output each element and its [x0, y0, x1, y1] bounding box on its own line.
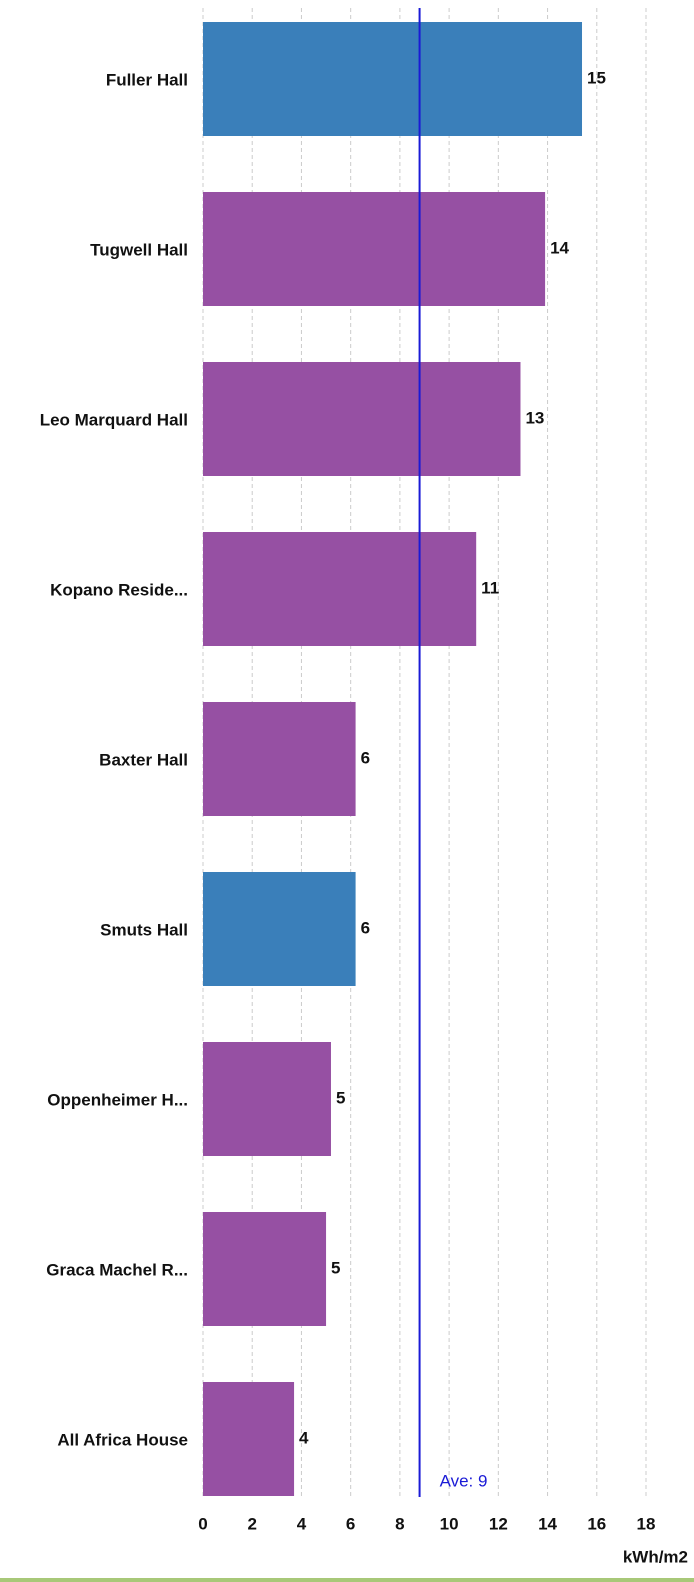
x-tick-label: 6	[346, 1514, 355, 1533]
bar	[203, 22, 583, 136]
bar	[203, 702, 356, 816]
x-tick-label: 12	[489, 1514, 508, 1533]
bar	[203, 1212, 327, 1326]
bar	[203, 192, 546, 306]
category-label: Tugwell Hall	[90, 240, 188, 259]
x-tick-label: 16	[587, 1514, 606, 1533]
bottom-border	[0, 1578, 694, 1582]
x-tick-label: 4	[297, 1514, 307, 1533]
category-label: All Africa House	[57, 1430, 188, 1449]
value-label: 5	[331, 1258, 340, 1277]
x-tick-label: 10	[440, 1514, 459, 1533]
category-label: Smuts Hall	[100, 920, 188, 939]
average-label: Ave: 9	[440, 1471, 488, 1490]
category-label: Kopano Reside...	[50, 580, 188, 599]
value-label: 5	[336, 1088, 345, 1107]
bar	[203, 1042, 331, 1156]
category-label: Fuller Hall	[106, 70, 188, 89]
x-tick-label: 0	[198, 1514, 207, 1533]
category-label: Graca Machel R...	[46, 1260, 188, 1279]
x-tick-label: 2	[247, 1514, 256, 1533]
x-axis-label: kWh/m2	[623, 1547, 688, 1566]
x-tick-label: 8	[395, 1514, 404, 1533]
value-label: 4	[299, 1428, 309, 1447]
bar	[203, 532, 477, 646]
value-label: 13	[525, 408, 544, 427]
category-label: Baxter Hall	[99, 750, 188, 769]
x-tick-label: 14	[538, 1514, 557, 1533]
value-label: 15	[587, 68, 606, 87]
x-tick-label: 18	[637, 1514, 656, 1533]
bar	[203, 362, 521, 476]
value-label: 11	[481, 578, 499, 597]
value-label: 6	[361, 748, 370, 767]
value-label: 14	[550, 238, 569, 257]
bar	[203, 1382, 295, 1496]
value-label: 6	[361, 918, 370, 937]
category-label: Oppenheimer H...	[47, 1090, 188, 1109]
category-label: Leo Marquard Hall	[40, 410, 188, 429]
bar	[203, 872, 356, 986]
